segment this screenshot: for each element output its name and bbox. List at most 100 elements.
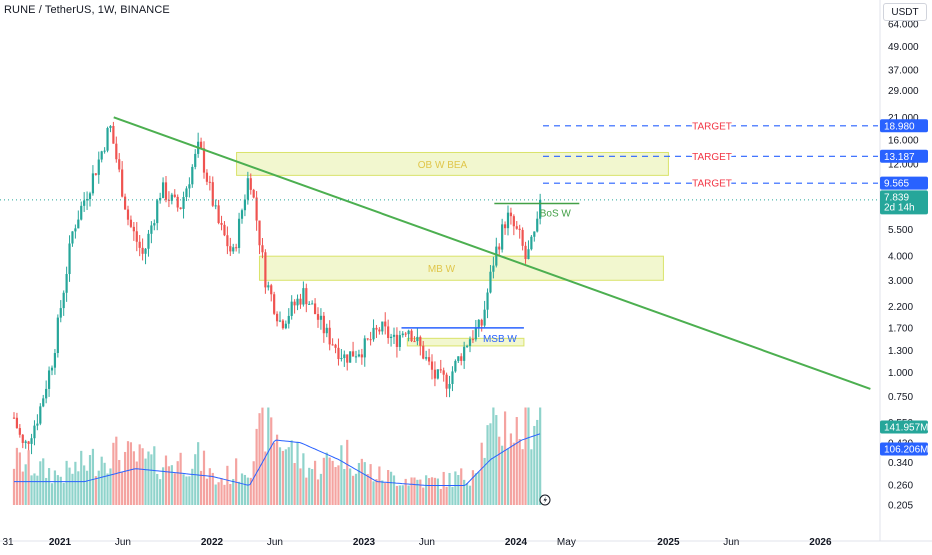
- zone-label-1: MB W: [428, 264, 456, 275]
- candle-body-16: [59, 308, 62, 318]
- candle-body-68: [211, 182, 214, 206]
- volume-bar-158: [474, 473, 477, 505]
- zone-box-2: [406, 337, 525, 347]
- volume-bar-135: [407, 485, 410, 505]
- candle-body-11: [45, 388, 48, 399]
- volume-bar-130: [392, 475, 396, 505]
- volume-bar-150: [451, 486, 454, 505]
- candle-body-165: [495, 246, 498, 266]
- candle-body-57: [179, 207, 182, 209]
- candle-body-109: [331, 344, 334, 346]
- candle-body-37: [121, 169, 124, 197]
- candle-body-51: [161, 182, 165, 198]
- candle-body-45: [144, 248, 147, 254]
- y-tick-label-6: 12.000: [888, 160, 919, 171]
- candle-body-158: [474, 328, 477, 340]
- candle-body-24: [83, 200, 86, 206]
- volume-bar-167: [501, 445, 504, 505]
- target-label-1: TARGET: [692, 152, 732, 163]
- volume-bar-156: [468, 485, 472, 505]
- volume-bar-95: [290, 440, 293, 505]
- volume-bar-66: [205, 478, 209, 505]
- candle-body-40: [129, 219, 133, 227]
- candle-body-93: [284, 323, 287, 329]
- y-tick-label-13: 1.000: [888, 368, 913, 379]
- volume-bar-17: [62, 482, 65, 505]
- y-tick-label-7: 5.500: [888, 225, 913, 236]
- candle-body-116: [351, 351, 355, 357]
- candle-body-80: [246, 178, 249, 200]
- candle-body-127: [384, 321, 387, 327]
- candle-body-133: [401, 333, 404, 336]
- candle-body-3: [21, 434, 24, 443]
- candle-body-91: [278, 320, 282, 322]
- volume-bar-37: [121, 471, 124, 505]
- volume-bar-50: [159, 479, 162, 505]
- candle-body-104: [316, 314, 320, 320]
- candle-body-35: [115, 143, 118, 160]
- candle-body-4: [24, 441, 27, 443]
- volume-bar-119: [360, 458, 363, 505]
- volume-bar-12: [47, 468, 51, 505]
- candle-body-145: [436, 369, 439, 379]
- volume-bar-2: [18, 452, 21, 505]
- candle-body-132: [398, 335, 401, 347]
- volume-bar-51: [161, 467, 165, 505]
- candle-body-112: [340, 358, 343, 360]
- volume-bar-63: [197, 442, 200, 505]
- volume-bar-152: [457, 475, 460, 505]
- candle-body-154: [463, 346, 466, 361]
- candle-body-176: [527, 249, 530, 260]
- x-tick-label-2: Jun: [115, 537, 131, 548]
- volume-bar-178: [533, 425, 536, 505]
- target-label-2: TARGET: [692, 179, 732, 190]
- volume-bar-179: [536, 419, 539, 505]
- volume-bar-7: [33, 473, 36, 505]
- volume-bar-25: [85, 470, 89, 505]
- volume-bar-21: [74, 461, 77, 505]
- volume-bar-20: [71, 473, 74, 505]
- candle-body-28: [94, 173, 97, 175]
- candle-body-169: [506, 212, 510, 229]
- candle-body-180: [539, 199, 542, 219]
- candle-body-167: [501, 224, 504, 250]
- volume-bar-24: [83, 465, 86, 505]
- candle-body-71: [220, 222, 223, 225]
- candle-body-41: [132, 226, 135, 232]
- y-tick-label-8: 4.000: [888, 252, 913, 263]
- candle-body-6: [30, 438, 33, 444]
- volume-bar-86: [264, 451, 267, 505]
- candle-body-118: [357, 354, 361, 357]
- volume-bar-23: [80, 450, 83, 505]
- y-tick-label-4: 21.000: [888, 113, 919, 124]
- candle-body-168: [503, 224, 507, 229]
- volume-bar-144: [433, 477, 437, 505]
- volume-bar-99: [302, 453, 305, 505]
- candle-body-61: [191, 166, 194, 185]
- candle-body-155: [465, 345, 469, 347]
- candle-body-122: [369, 339, 372, 341]
- candle-body-108: [328, 327, 331, 345]
- candle-body-32: [106, 128, 109, 151]
- volume-bar-14: [53, 470, 57, 505]
- volume-bar-114: [346, 439, 349, 505]
- volume-bar-67: [208, 468, 211, 505]
- volume-bar-62: [194, 454, 197, 505]
- volume-bar-132: [398, 485, 401, 505]
- volume-bar-28: [94, 476, 97, 505]
- volume-bar-82: [252, 461, 255, 505]
- volume-bar-72: [223, 484, 226, 505]
- candle-body-175: [524, 245, 527, 260]
- candle-body-166: [498, 246, 501, 250]
- currency-button[interactable]: USDT: [883, 3, 927, 21]
- volume-bar-9: [39, 461, 42, 505]
- target-price-badge-1-text-0: 13.187: [884, 152, 915, 163]
- x-tick-label-11: 2026: [809, 537, 832, 548]
- volume-bar-121: [366, 473, 369, 505]
- candle-body-62: [194, 153, 197, 167]
- candle-body-97: [296, 298, 299, 306]
- volume-bar-171: [512, 442, 515, 505]
- candle-body-137: [413, 341, 416, 343]
